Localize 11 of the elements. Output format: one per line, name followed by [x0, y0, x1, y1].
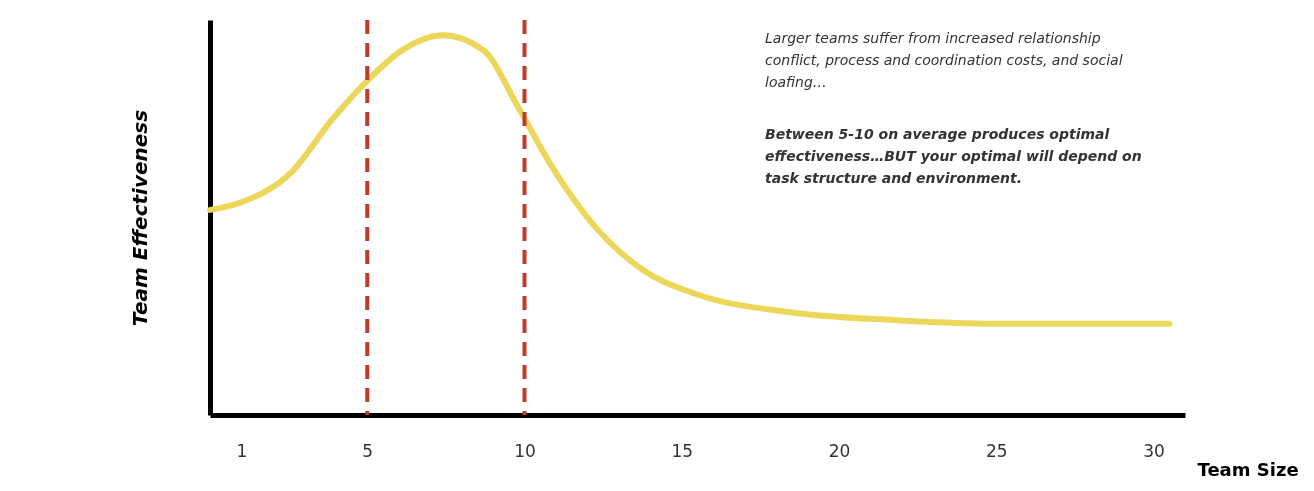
annotation: Larger teams suffer from increased relationship conflict, process and coordination costs, and social loafing…	[765, 30, 1123, 90]
x-tick-label: 25	[985, 440, 1008, 461]
x-tick-label: 15	[671, 440, 694, 461]
y-axis-title: Team Effectiveness	[127, 109, 152, 327]
x-tick-label: 20	[828, 440, 851, 461]
annotation: Between 5-10 on average produces optimal effectiveness…BUT your optimal will depend on task structure and environment.	[765, 126, 1142, 186]
x-tick-label: 10	[514, 440, 536, 461]
x-tick-label: 5	[362, 440, 374, 461]
x-tick-label: 1	[236, 440, 248, 461]
x-axis-title: Team Size	[1197, 458, 1299, 480]
x-tick-label: 30	[1143, 440, 1165, 461]
